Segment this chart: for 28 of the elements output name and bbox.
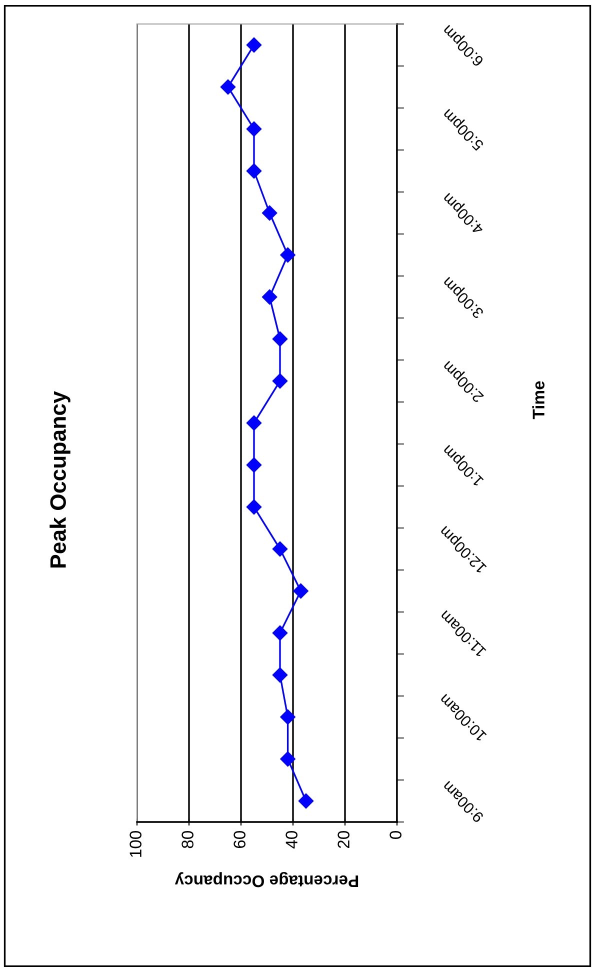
x-tick-label: 20 (338, 830, 350, 848)
x-tick-label: 60 (234, 830, 246, 848)
point (272, 373, 288, 389)
y-axis-title: Time (532, 381, 544, 420)
point (272, 667, 288, 683)
point (272, 625, 288, 641)
point (220, 79, 236, 95)
point (293, 583, 308, 599)
point (262, 205, 278, 221)
point (246, 37, 262, 53)
x-tick-label: 80 (182, 830, 194, 848)
x-tick-label: 40 (286, 830, 298, 848)
point (298, 793, 314, 809)
point (272, 331, 288, 347)
point (280, 247, 296, 263)
x-tick-label: 100 (130, 830, 142, 857)
point (262, 289, 278, 305)
x-axis-title: Percentage Occupancy (174, 872, 358, 888)
x-tick-label: 0 (390, 830, 402, 839)
point (280, 751, 296, 767)
point (272, 541, 288, 557)
point (246, 499, 262, 515)
text: Peak Occupancy (50, 391, 70, 568)
point (246, 457, 262, 473)
point (246, 163, 262, 179)
point (280, 709, 296, 725)
point (246, 121, 262, 137)
point (246, 415, 262, 431)
